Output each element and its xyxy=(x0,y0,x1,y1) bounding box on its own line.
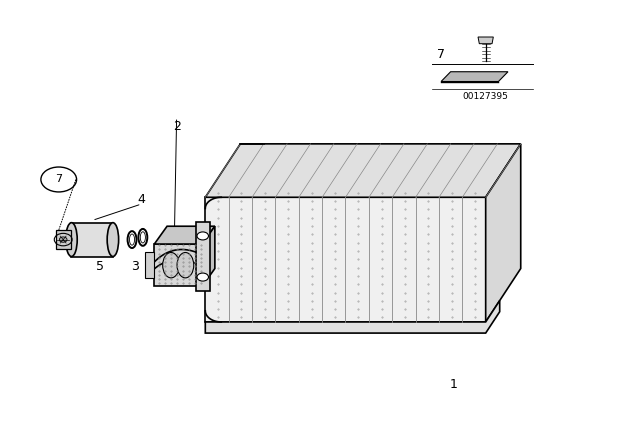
Circle shape xyxy=(60,237,67,242)
Polygon shape xyxy=(441,72,508,82)
Text: 7: 7 xyxy=(437,48,445,61)
Text: 1: 1 xyxy=(450,378,458,391)
Polygon shape xyxy=(145,253,154,278)
Polygon shape xyxy=(196,222,210,291)
Polygon shape xyxy=(154,226,215,244)
Text: 4: 4 xyxy=(138,193,145,206)
Text: 7: 7 xyxy=(55,174,62,185)
Polygon shape xyxy=(202,226,215,286)
Text: 3: 3 xyxy=(131,260,139,273)
Text: 2: 2 xyxy=(173,120,180,133)
Ellipse shape xyxy=(140,232,145,243)
Text: 5: 5 xyxy=(96,260,104,273)
Ellipse shape xyxy=(107,223,118,257)
Ellipse shape xyxy=(138,229,147,246)
Polygon shape xyxy=(56,230,72,250)
Polygon shape xyxy=(154,244,202,286)
Polygon shape xyxy=(205,197,486,322)
Ellipse shape xyxy=(163,253,179,278)
Polygon shape xyxy=(72,223,113,257)
Ellipse shape xyxy=(127,231,136,248)
Ellipse shape xyxy=(66,223,77,257)
Polygon shape xyxy=(205,144,521,197)
Polygon shape xyxy=(486,144,521,322)
Polygon shape xyxy=(478,37,493,44)
Text: 00127395: 00127395 xyxy=(463,92,509,101)
Ellipse shape xyxy=(129,234,134,245)
Circle shape xyxy=(197,232,209,240)
Polygon shape xyxy=(205,301,500,333)
Text: 6: 6 xyxy=(166,260,174,273)
Circle shape xyxy=(197,273,209,281)
Ellipse shape xyxy=(177,253,194,278)
